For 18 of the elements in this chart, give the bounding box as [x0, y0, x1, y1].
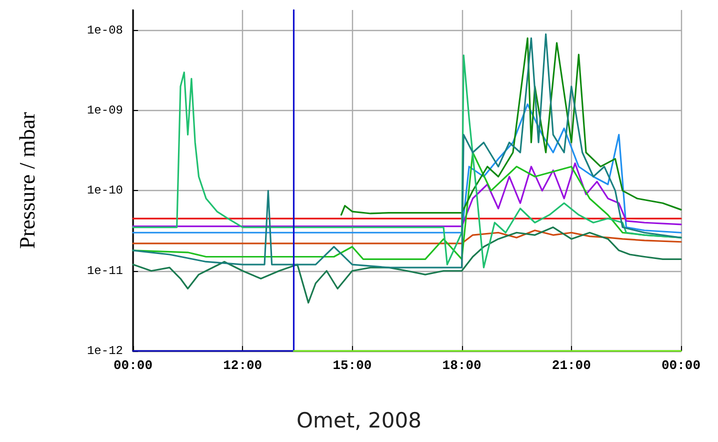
line-series	[132, 162, 682, 228]
y-tick-label: 1e-10	[86, 184, 123, 198]
y-tick-label: 1e-09	[86, 104, 123, 118]
line-series	[340, 37, 682, 216]
x-tick-label: 18:00	[442, 358, 482, 373]
x-tick-label: 00:00	[113, 358, 153, 373]
line-series	[132, 226, 682, 304]
x-tick-label: 12:00	[223, 358, 262, 373]
text: Omet, 2008	[296, 408, 422, 432]
line-series	[132, 230, 682, 244]
y-tick-label: 1e-11	[86, 264, 123, 278]
x-tick-label: 21:00	[552, 358, 592, 373]
x-tick-label: 15:00	[332, 358, 372, 373]
line-series	[132, 103, 682, 234]
y-axis-title: Pressure / mbar	[14, 111, 40, 249]
y-tick-label: 1e-12	[86, 344, 123, 358]
x-tick-label: 00:00	[661, 358, 701, 373]
y-tick-label: 1e-08	[86, 23, 123, 38]
